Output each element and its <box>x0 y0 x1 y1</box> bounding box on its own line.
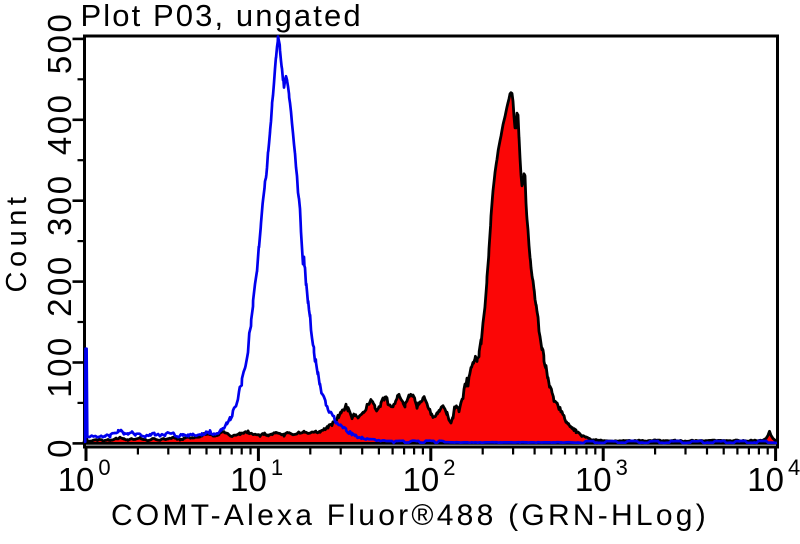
svg-text:400: 400 <box>41 93 78 156</box>
svg-text:200: 200 <box>41 254 78 317</box>
svg-text:COMT-Alexa Fluor®488 (GRN-HLog: COMT-Alexa Fluor®488 (GRN-HLog) <box>111 499 709 532</box>
svg-text:0: 0 <box>41 437 78 458</box>
svg-text:300: 300 <box>41 173 78 236</box>
svg-text:Count: Count <box>1 193 33 293</box>
svg-text:500: 500 <box>41 12 78 75</box>
svg-text:100: 100 <box>41 335 78 398</box>
svg-text:Plot P03, ungated: Plot P03, ungated <box>81 0 363 33</box>
